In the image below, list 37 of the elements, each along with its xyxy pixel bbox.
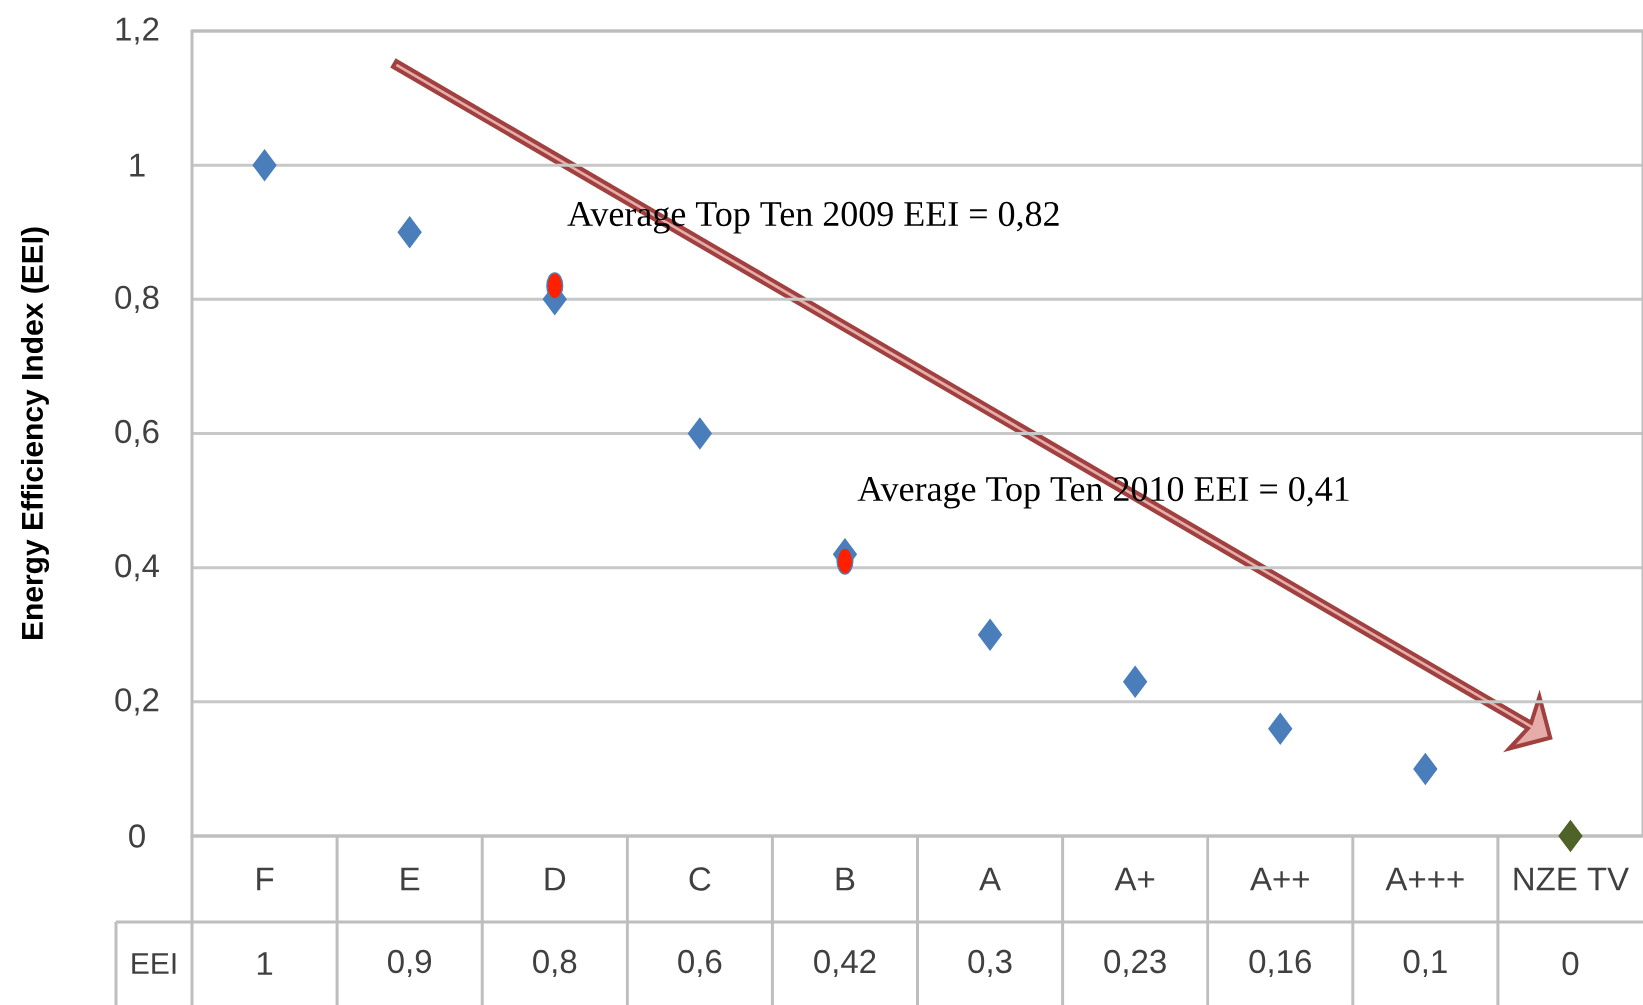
data-label: 0,23: [1104, 949, 1166, 978]
x-tick-label: E: [401, 867, 420, 891]
data-label: 1: [257, 952, 273, 975]
point: [978, 618, 1003, 651]
x-tick-label: NZE TV: [1514, 867, 1629, 891]
point: [687, 417, 712, 450]
x-tick-label: F: [257, 867, 274, 891]
point: [252, 149, 277, 181]
y-tick-label: 1: [130, 153, 145, 177]
x-tick-label: A+++: [1385, 867, 1464, 891]
data-label: 0,1: [1403, 949, 1447, 978]
y-tick-label: 1,2: [116, 17, 159, 45]
y-tick-label: 0,4: [115, 554, 159, 582]
data-label: 0,16: [1249, 949, 1311, 978]
y-axis-title: Energy Efficiency Index (EEI): [20, 227, 50, 640]
x-tick-label: A: [979, 867, 1001, 891]
y-tick-label: 0,8: [115, 285, 159, 313]
x-tick-label: B: [836, 867, 855, 891]
point: [1268, 712, 1293, 745]
y-tick-label: 0,2: [115, 688, 159, 716]
point: [1413, 753, 1438, 785]
data-label: 0,9: [388, 949, 432, 978]
x-tick-label: A+: [1114, 867, 1155, 891]
x-tick-label: C: [689, 867, 711, 891]
data-label: 0,8: [533, 949, 577, 978]
y-tick-label: 0: [129, 824, 145, 848]
data-label: 0: [1562, 951, 1579, 976]
point: [1558, 820, 1583, 852]
data-label: 0,3: [968, 949, 1012, 978]
y-tick-label: 0,6: [115, 419, 159, 448]
data-label: 0,42: [814, 949, 876, 978]
data-label: 0,6: [678, 949, 722, 978]
point: [1123, 665, 1148, 698]
point: [397, 216, 422, 248]
x-tick-label: A++: [1250, 867, 1309, 891]
x-tick-label: D: [545, 867, 566, 891]
text: EEI: [132, 953, 176, 974]
